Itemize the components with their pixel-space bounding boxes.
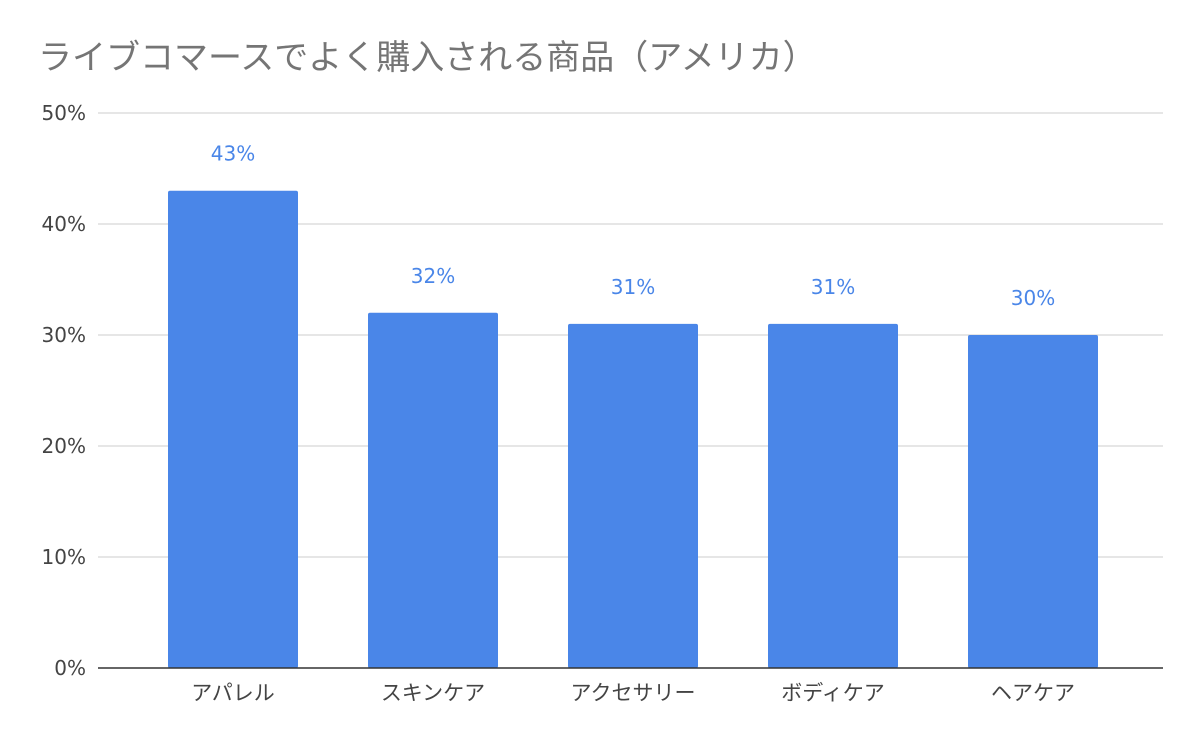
x-category-label: スキンケア [381,681,485,705]
y-tick-label: 20% [42,434,86,458]
bar-1 [168,190,298,668]
x-category-label: ヘアケア [991,681,1075,705]
x-category-label: アクセサリー [571,681,696,705]
y-tick-label: 40% [42,212,86,236]
data-label: 30% [1011,286,1055,310]
bar-2 [368,312,498,668]
y-tick-label: 50% [42,101,86,125]
bar-5 [968,335,1098,668]
x-category-label: アパレル [191,681,275,705]
data-label: 31% [611,275,655,299]
data-label: 43% [211,142,255,166]
data-label: 32% [411,264,455,288]
x-category-label: ボディケア [781,681,885,705]
chart-title: ライブコマースでよく購入される商品（アメリカ） [38,38,817,78]
y-tick-label: 30% [42,323,86,347]
y-tick-label: 0% [54,656,86,680]
data-label: 31% [811,275,855,299]
bar-3 [568,323,698,668]
bar-4 [768,323,898,668]
y-tick-label: 10% [42,545,86,569]
